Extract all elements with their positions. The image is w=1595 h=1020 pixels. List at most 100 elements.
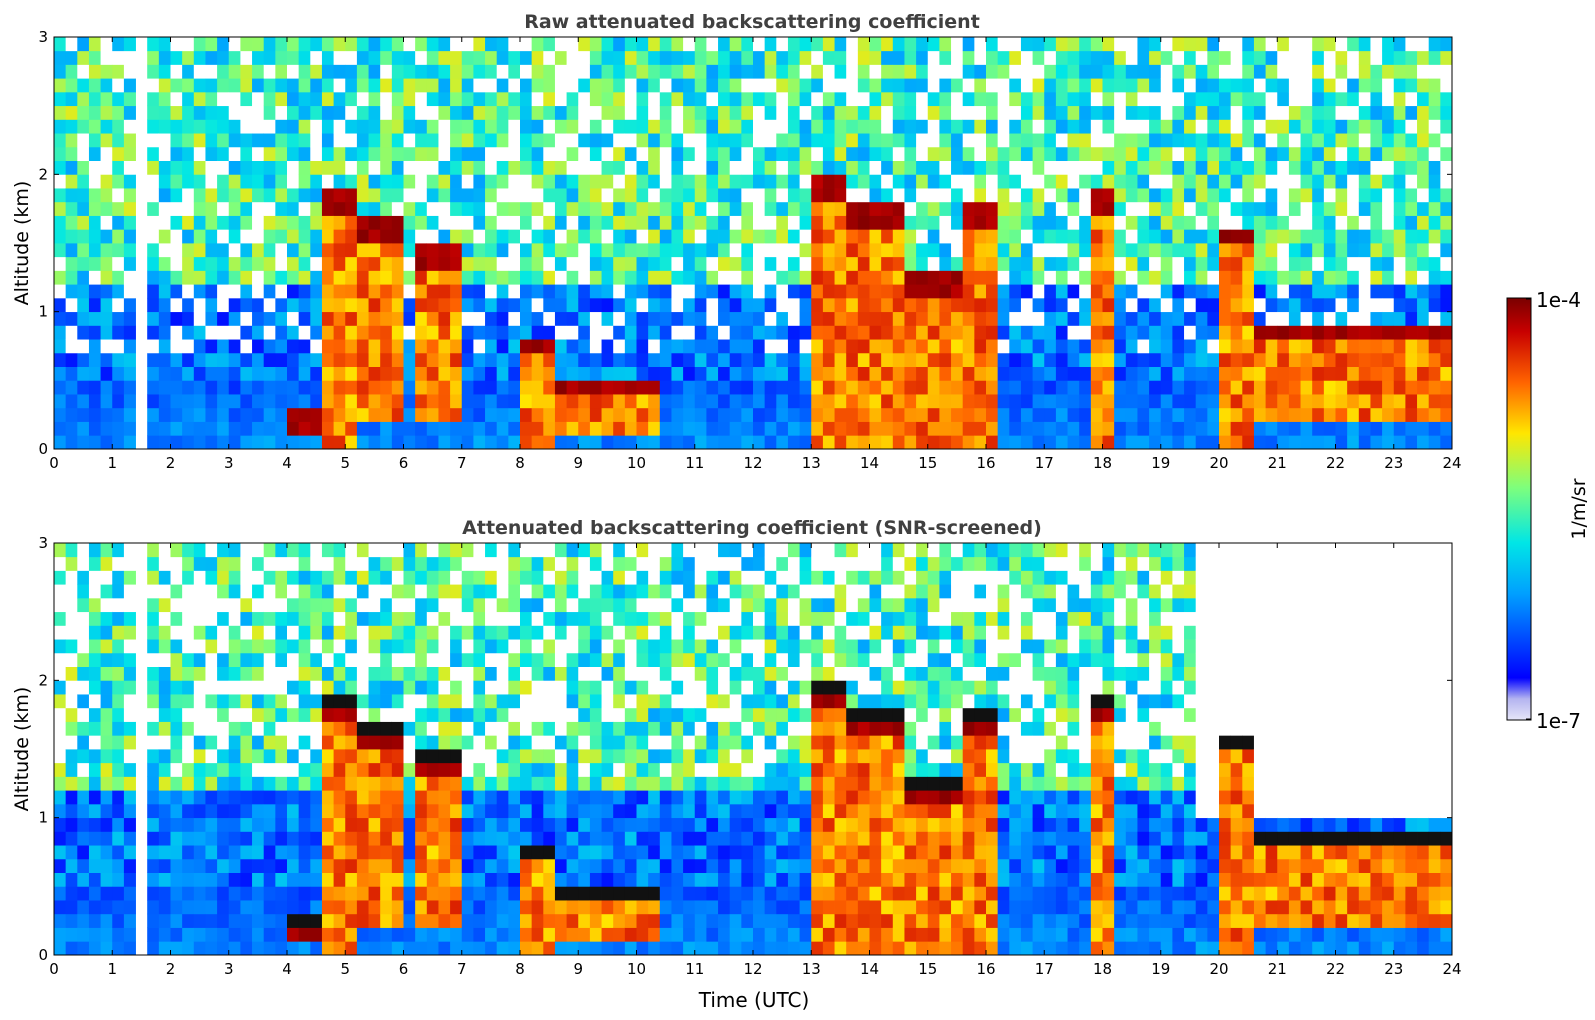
heatmap-cell: [461, 762, 474, 777]
heatmap-cell: [496, 366, 509, 381]
heatmap-cell: [426, 543, 439, 558]
heatmap-cell: [112, 749, 125, 764]
heatmap-cell: [310, 78, 323, 93]
heatmap-cell: [520, 133, 533, 148]
heatmap-cell: [1393, 160, 1406, 175]
heatmap-cell: [333, 652, 346, 667]
heatmap-cell: [671, 229, 684, 244]
heatmap-cell: [485, 421, 498, 436]
heatmap-cell: [718, 352, 731, 367]
heatmap-cell: [403, 37, 416, 52]
heatmap-cell: [380, 352, 393, 367]
heatmap-cell: [1079, 380, 1092, 395]
heatmap-cell: [718, 394, 731, 409]
heatmap-cell: [1405, 229, 1418, 244]
heatmap-cell: [1125, 133, 1138, 148]
heatmap-cell: [450, 352, 463, 367]
heatmap-cell: [671, 188, 684, 203]
heatmap-cell: [112, 597, 125, 613]
heatmap-cell: [671, 243, 684, 258]
heatmap-cell: [54, 366, 67, 381]
heatmap-cell: [415, 776, 428, 791]
heatmap-cell: [869, 297, 882, 313]
heatmap-cell: [1009, 105, 1022, 120]
heatmap-cell: [904, 78, 917, 93]
heatmap-cell: [426, 886, 439, 901]
heatmap-cell: [659, 174, 672, 189]
heatmap-cell: [54, 50, 67, 65]
heatmap-cell: [333, 297, 346, 313]
heatmap-cell: [1114, 229, 1127, 244]
x-tick-label: 19: [1151, 454, 1170, 472]
heatmap-cell: [415, 694, 428, 709]
heatmap-cell: [613, 366, 626, 381]
heatmap-cell: [193, 941, 206, 956]
heatmap-cell: [275, 735, 288, 750]
heatmap-cell: [1288, 133, 1301, 148]
heatmap-cell: [857, 160, 870, 175]
heatmap-cell: [1288, 435, 1301, 450]
heatmap-cell: [345, 339, 358, 354]
heatmap-cell: [77, 188, 90, 203]
heatmap-cell: [65, 845, 78, 860]
heatmap-cell: [88, 941, 101, 956]
heatmap-cell: [88, 666, 101, 681]
heatmap-cell: [1195, 91, 1208, 107]
heatmap-cell: [147, 174, 160, 189]
heatmap-cell: [520, 570, 533, 585]
heatmap-cell: [287, 297, 300, 313]
heatmap-cell: [182, 707, 195, 722]
heatmap-cell: [275, 707, 288, 722]
heatmap-cell: [426, 762, 439, 777]
heatmap-cell: [997, 297, 1010, 313]
heatmap-cell: [1312, 229, 1325, 244]
heatmap-cell: [450, 694, 463, 709]
heatmap-cell: [520, 394, 533, 409]
heatmap-cell: [356, 817, 369, 832]
heatmap-cell: [543, 407, 556, 422]
heatmap-cell: [799, 256, 812, 271]
heatmap-cell: [1207, 64, 1220, 79]
heatmap-cell: [753, 188, 766, 203]
heatmap-cell: [1323, 339, 1336, 354]
heatmap-cell: [1219, 366, 1232, 381]
heatmap-cell: [473, 941, 486, 956]
heatmap-cell: [88, 270, 101, 285]
heatmap-cell: [147, 790, 160, 805]
heatmap-cell: [345, 37, 358, 52]
heatmap-cell: [321, 611, 334, 626]
heatmap-cell: [520, 297, 533, 313]
heatmap-cell: [415, 707, 428, 722]
heatmap-cell: [252, 735, 265, 750]
heatmap-cell: [764, 394, 777, 409]
heatmap-cell: [1288, 270, 1301, 285]
heatmap-cell: [578, 229, 591, 244]
heatmap-cell: [648, 270, 661, 285]
heatmap-cell: [403, 201, 416, 216]
heatmap-cell: [333, 597, 346, 613]
heatmap-cell: [391, 845, 404, 860]
heatmap-cell: [997, 366, 1010, 381]
heatmap-cell: [1253, 64, 1266, 79]
heatmap-cell: [368, 366, 381, 381]
heatmap-cell: [461, 380, 474, 395]
heatmap-cell: [1370, 174, 1383, 189]
heatmap-cell: [1160, 394, 1173, 409]
heatmap-cell: [321, 256, 334, 271]
heatmap-cell: [193, 913, 206, 928]
heatmap-cell: [1020, 133, 1033, 148]
heatmap-cell: [1137, 119, 1150, 134]
heatmap-cell: [1405, 256, 1418, 271]
heatmap-cell: [834, 105, 847, 120]
heatmap-cell: [636, 352, 649, 367]
heatmap-cell: [1382, 37, 1395, 52]
heatmap-cell: [287, 284, 300, 299]
heatmap-cell: [123, 297, 136, 313]
heatmap-cell: [380, 105, 393, 120]
heatmap-cell: [54, 680, 67, 695]
heatmap-cell: [310, 270, 323, 285]
heatmap-cell: [857, 297, 870, 313]
heatmap-cell: [170, 64, 183, 79]
heatmap-cell: [1277, 311, 1290, 326]
heatmap-cell: [170, 243, 183, 258]
